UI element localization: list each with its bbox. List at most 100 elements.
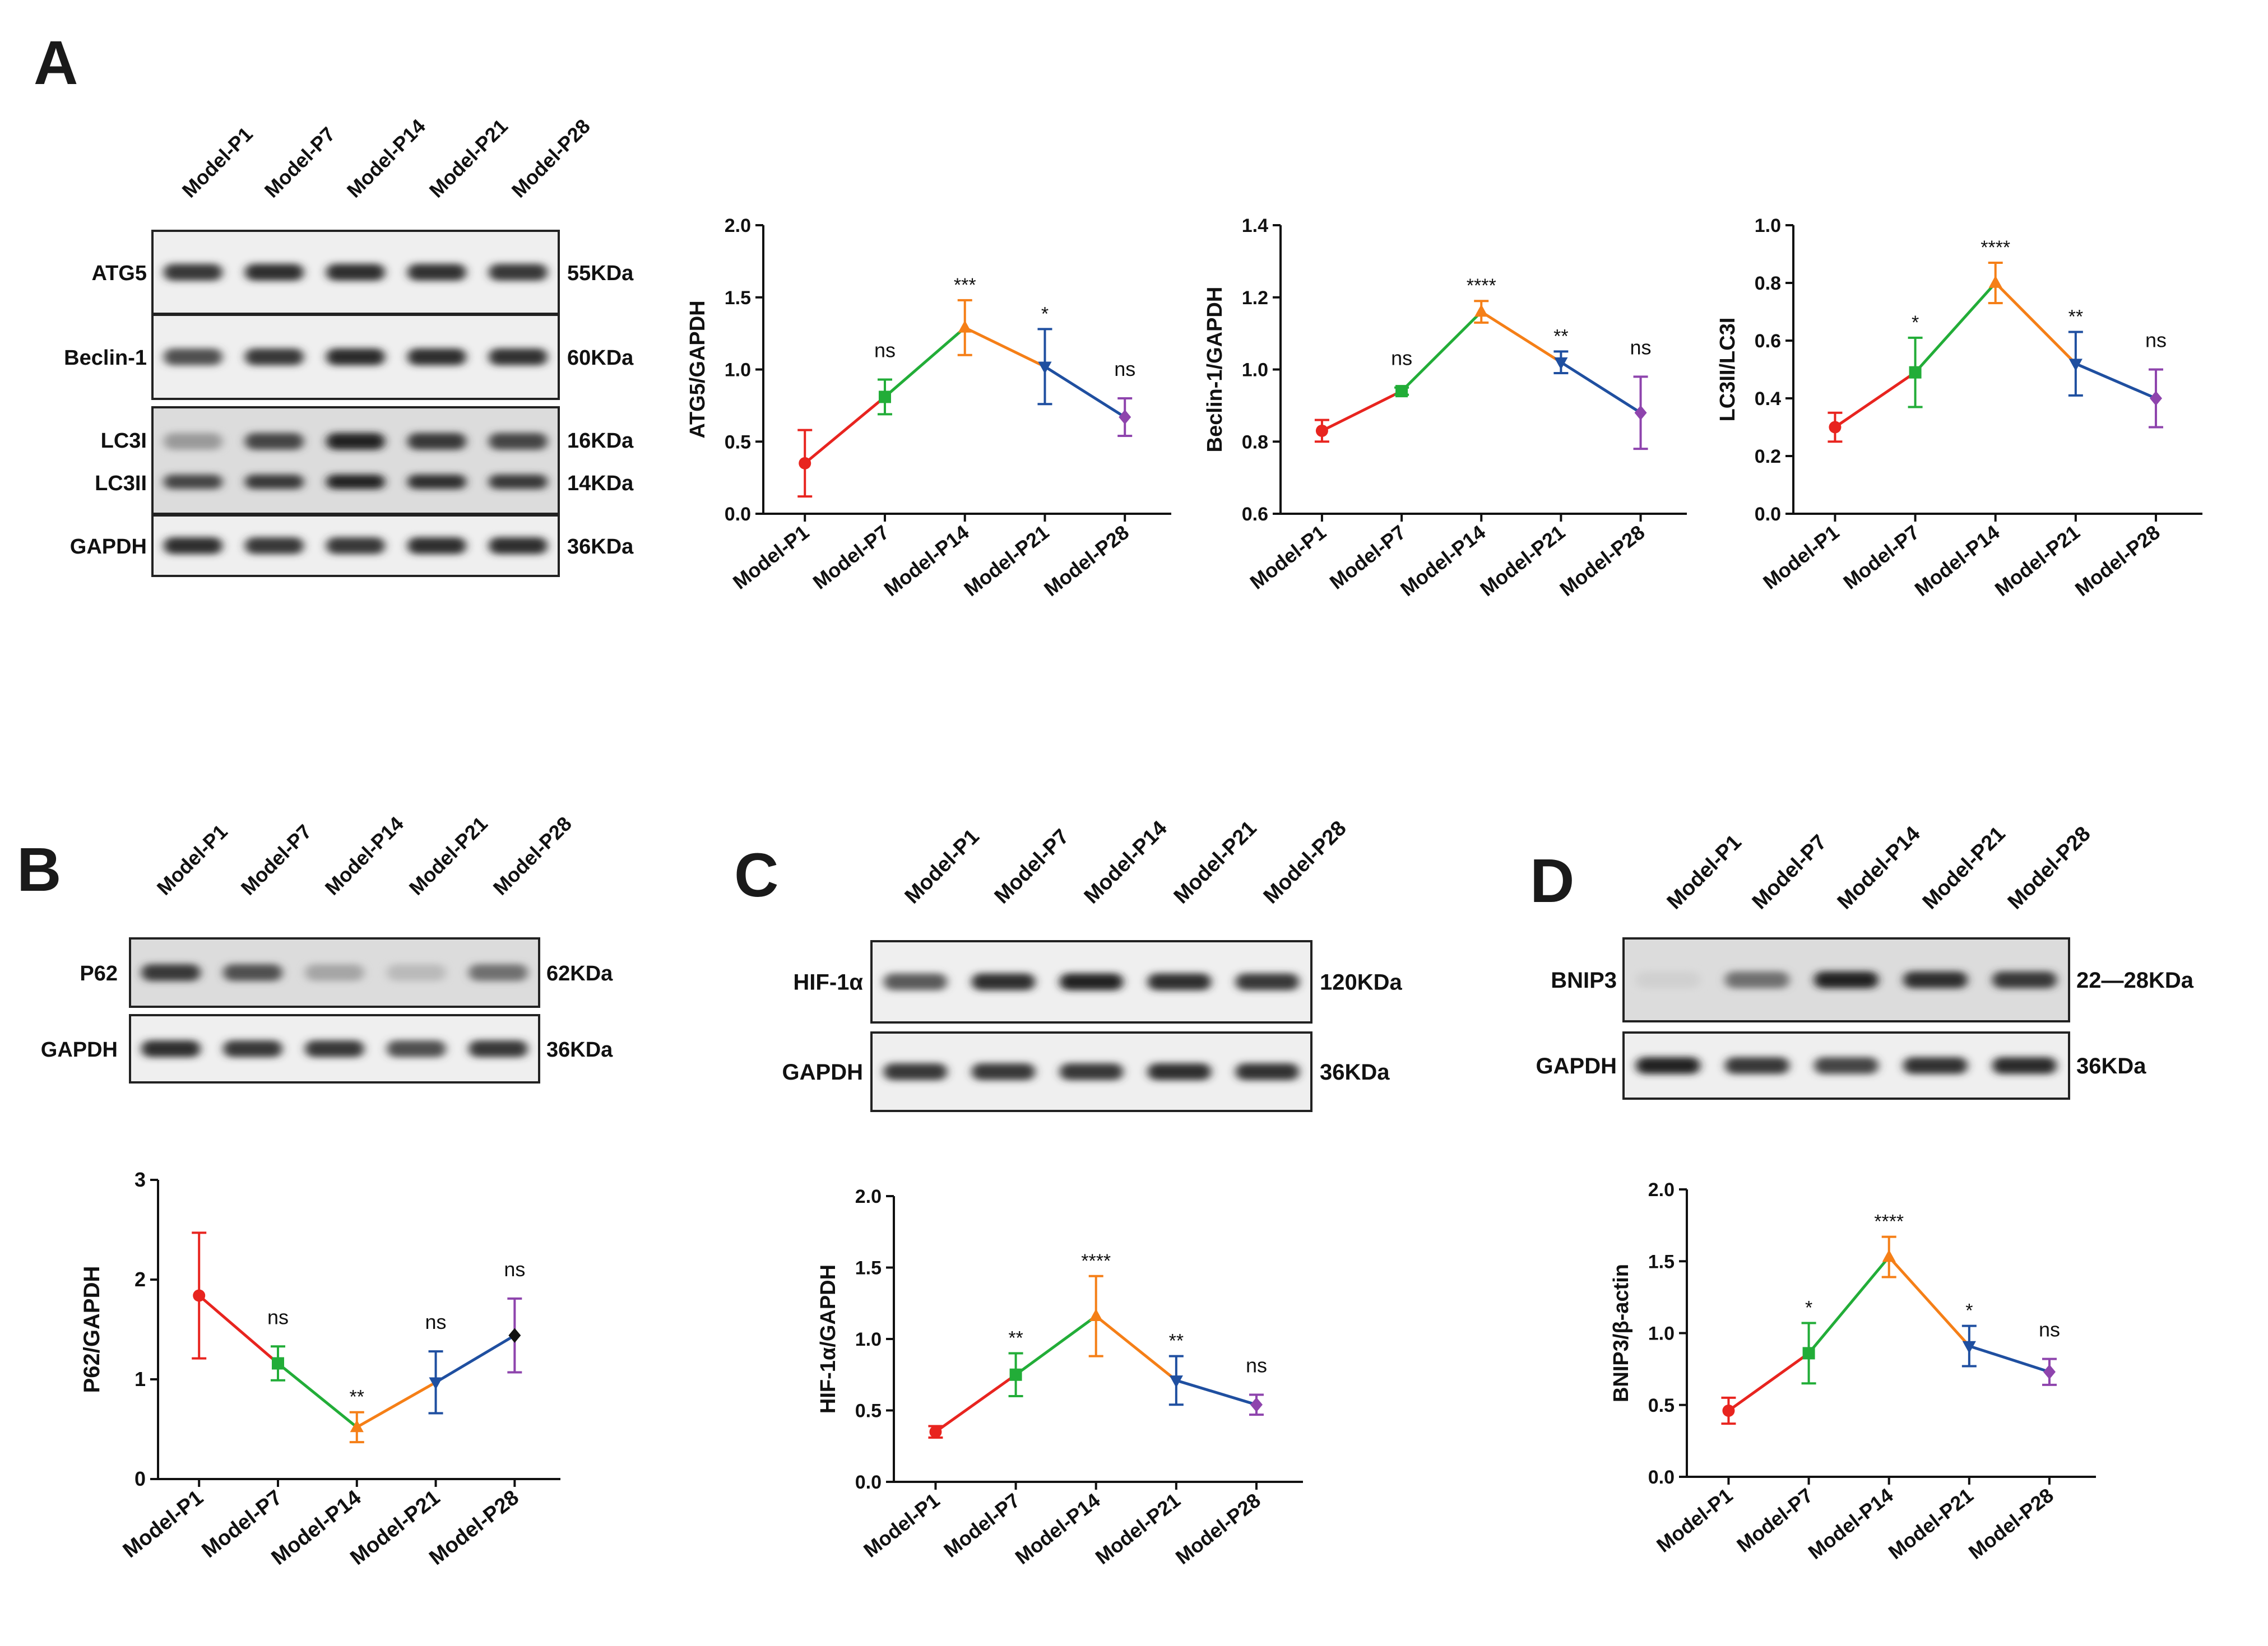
blot-size-label: 62KDa <box>546 962 613 985</box>
significance-label: **** <box>1467 275 1496 296</box>
blot-band <box>164 475 222 489</box>
blot-band <box>326 264 385 281</box>
data-point-marker <box>1119 410 1131 425</box>
blot-band <box>141 1040 201 1057</box>
panel-letter-a: A <box>34 29 78 97</box>
blot-band <box>489 475 548 489</box>
blot-size-label-2: 14KDa <box>567 472 634 495</box>
blot-band <box>1725 971 1789 988</box>
blot-row-label: GAPDH <box>1536 1054 1617 1078</box>
blot-band <box>245 475 304 489</box>
significance-label: ** <box>2068 306 2083 328</box>
blot-band <box>164 348 222 365</box>
lane-label: Model-P1 <box>178 123 257 202</box>
significance-label: ** <box>1553 326 1568 347</box>
blot-band <box>883 1063 948 1080</box>
blot-band <box>1235 973 1300 991</box>
y-tick-label: 1.5 <box>725 287 751 309</box>
series-segment <box>804 396 886 464</box>
data-point-marker <box>1909 366 1922 379</box>
blot-band <box>1059 973 1124 991</box>
series-segment <box>1176 1379 1257 1406</box>
series-segment <box>1969 1345 2050 1374</box>
x-tick-label: Model-P21 <box>1091 1489 1185 1569</box>
y-tick-label: 1.4 <box>1242 215 1268 236</box>
series-segment <box>1727 1352 1810 1412</box>
x-tick-label: Model-P28 <box>1171 1489 1265 1569</box>
panel-letter-c: C <box>734 841 778 910</box>
lane-label: Model-P14 <box>342 114 430 202</box>
data-point-marker <box>1802 1347 1815 1360</box>
series-segment <box>1044 365 1126 419</box>
y-tick-label: 1.2 <box>1242 287 1268 309</box>
series-segment <box>1095 1315 1177 1382</box>
significance-label: * <box>1965 1300 1973 1322</box>
data-point-marker <box>1634 405 1647 420</box>
y-tick-label: 1.0 <box>1242 360 1268 381</box>
significance-label: ** <box>350 1387 364 1408</box>
data-point-marker <box>2149 390 2162 406</box>
y-tick-label: 1.0 <box>1755 215 1781 236</box>
series-segment <box>198 1294 279 1365</box>
blot-band <box>971 1063 1036 1080</box>
lane-label: Model-P1 <box>152 820 232 900</box>
blot-band <box>469 1040 528 1057</box>
panel-letter-d: D <box>1530 847 1574 915</box>
significance-label: ns <box>2039 1318 2060 1341</box>
lane-label: Model-P21 <box>405 812 492 899</box>
blot-size-label: 36KDa <box>1320 1060 1390 1085</box>
x-tick-label: Model-P1 <box>1652 1484 1737 1557</box>
lane-label: Model-P28 <box>489 812 576 899</box>
x-tick-label: Model-P21 <box>959 520 1053 601</box>
blot-band <box>407 433 466 450</box>
y-tick-label: 0 <box>134 1467 146 1490</box>
x-tick-label: Model-P28 <box>1964 1484 2058 1564</box>
blot-band <box>326 433 385 450</box>
y-tick-label: 2 <box>134 1268 146 1291</box>
blot-band <box>326 348 385 365</box>
blot-size-label: 22—28KDa <box>2076 968 2194 993</box>
data-point-marker <box>878 390 891 403</box>
blot-band <box>305 964 364 981</box>
blot-band <box>407 348 466 365</box>
blot-band <box>387 964 446 981</box>
lane-label: Model-P7 <box>990 825 1074 908</box>
significance-label: ns <box>1391 347 1412 370</box>
significance-label: **** <box>1874 1211 1904 1233</box>
blot-band <box>1992 1057 2057 1074</box>
blot-band <box>1147 1063 1212 1080</box>
significance-label: ns <box>1114 357 1135 380</box>
significance-label: **** <box>1981 237 2010 258</box>
blot-band <box>1059 1063 1124 1080</box>
x-tick-label: Model-P28 <box>1040 520 1133 601</box>
data-point-marker <box>958 320 972 333</box>
data-point-marker <box>1722 1405 1735 1417</box>
data-point-marker <box>1554 357 1568 370</box>
lane-label: Model-P21 <box>1170 816 1261 908</box>
y-tick-label: 0.8 <box>1242 431 1268 453</box>
blot-size-label: 55KDa <box>567 262 634 285</box>
series-segment <box>356 1381 437 1429</box>
blot-band <box>1636 1057 1700 1074</box>
blot-band <box>164 264 222 281</box>
series-segment <box>964 326 1046 368</box>
y-tick-label: 1.0 <box>855 1329 882 1350</box>
blot-band <box>971 973 1036 991</box>
y-tick-label: 0.5 <box>855 1401 882 1422</box>
y-tick-label: 1.5 <box>1648 1251 1675 1272</box>
x-tick-label: Model-P14 <box>1011 1489 1105 1569</box>
blot-band <box>245 537 304 554</box>
series-segment <box>1321 389 1403 433</box>
y-axis-label: LC3II/LC3I <box>1716 318 1740 422</box>
data-point-marker <box>1250 1397 1263 1412</box>
blot-band <box>1235 1063 1300 1080</box>
y-tick-label: 0.0 <box>855 1472 882 1493</box>
blot-band <box>489 348 548 365</box>
significance-label: * <box>1912 312 1919 333</box>
y-tick-label: 1.5 <box>855 1258 882 1279</box>
lane-label: Model-P14 <box>321 812 408 899</box>
lane-label: Model-P21 <box>1918 822 2010 914</box>
x-tick-label: Model-P14 <box>1396 520 1490 601</box>
blot-band <box>489 264 548 281</box>
data-point-marker <box>271 1357 284 1370</box>
